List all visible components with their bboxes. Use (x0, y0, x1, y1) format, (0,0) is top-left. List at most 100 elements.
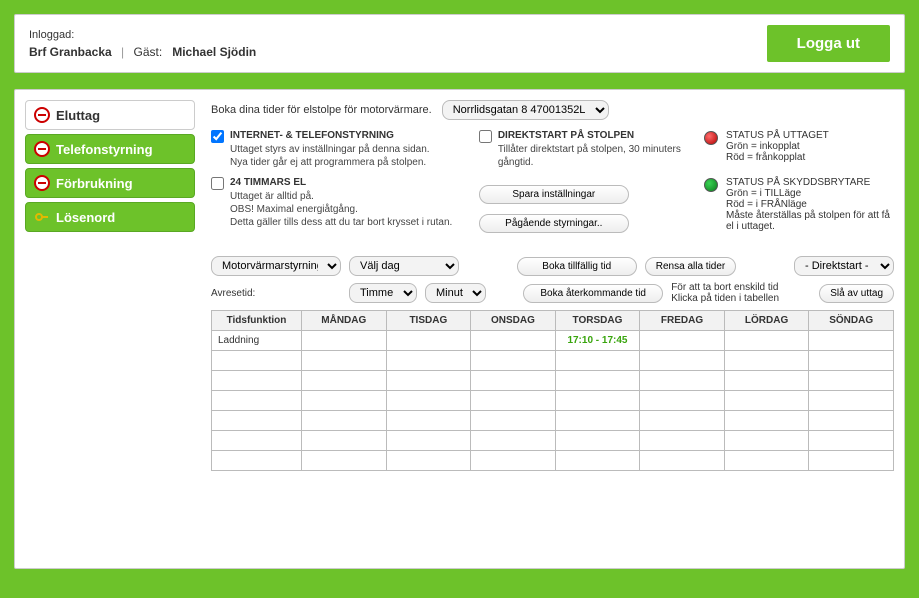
sidebar-item-eluttag[interactable]: Eluttag (25, 100, 195, 130)
book-temp-button[interactable]: Boka tillfällig tid (517, 257, 637, 276)
table-header: TORSDAG (555, 311, 640, 331)
ongoing-button[interactable]: Pågående styrningar.. (479, 214, 629, 233)
schedule-table: TidsfunktionMÅNDAGTISDAGONSDAGTORSDAGFRE… (211, 310, 894, 471)
key-icon (34, 209, 50, 225)
status-outlet-title: STATUS PÅ UTTAGET (726, 130, 829, 141)
save-settings-button[interactable]: Spara inställningar (479, 185, 629, 204)
table-cell (640, 451, 725, 471)
table-cell (724, 391, 809, 411)
table-row (212, 431, 894, 451)
table-cell (302, 331, 387, 351)
table-cell (640, 331, 725, 351)
sidebar: Eluttag Telefonstyrning Förbrukning Löse… (25, 100, 195, 558)
table-cell (302, 351, 387, 371)
table-row (212, 351, 894, 371)
option-direkt-checkbox[interactable] (479, 130, 492, 143)
tenant-name: Brf Granbacka (29, 45, 112, 59)
table-row (212, 371, 894, 391)
table-header: MÅNDAG (302, 311, 387, 331)
table-row (212, 411, 894, 431)
logout-button[interactable]: Logga ut (767, 25, 890, 62)
option-24h-checkbox[interactable] (211, 177, 224, 190)
sidebar-item-losenord[interactable]: Lösenord (25, 202, 195, 232)
header-identity: Brf Granbacka | Gäst: Michael Sjödin (29, 45, 256, 59)
logged-in-label: Inloggad: (29, 29, 256, 41)
table-cell (640, 411, 725, 431)
table-cell-func (212, 411, 302, 431)
table-cell (471, 431, 556, 451)
page-instruction: Boka dina tider för elstolpe för motorvä… (211, 104, 432, 116)
direktstart-select[interactable]: - Direktstart - (794, 256, 894, 276)
status-outlet-icon (704, 131, 718, 145)
table-cell (640, 431, 725, 451)
outlet-icon (34, 175, 50, 191)
status-breaker-line3: Måste återställas på stolpen för att få … (726, 210, 894, 232)
table-cell-func (212, 351, 302, 371)
table-cell (724, 411, 809, 431)
table-cell (724, 431, 809, 451)
table-cell (555, 411, 640, 431)
mode-select[interactable]: Motorvärmarstyrning (211, 256, 341, 276)
table-cell (386, 411, 471, 431)
table-cell (555, 371, 640, 391)
address-select[interactable]: Norrlidsgatan 8 47001352L (442, 100, 609, 120)
minute-select[interactable]: Minut (425, 283, 486, 303)
outlet-icon (34, 141, 50, 157)
option-direkt-title: DIREKTSTART PÅ STOLPEN (498, 130, 692, 141)
table-cell (302, 371, 387, 391)
table-cell (724, 371, 809, 391)
divider-icon: | (121, 45, 124, 59)
table-cell (809, 411, 894, 431)
sidebar-item-label: Eluttag (56, 108, 100, 123)
table-cell[interactable]: 17:10 - 17:45 (555, 331, 640, 351)
table-cell (640, 391, 725, 411)
sidebar-item-label: Lösenord (56, 210, 115, 225)
table-cell (724, 331, 809, 351)
turn-off-button[interactable]: Slå av uttag (819, 284, 894, 303)
table-cell (386, 451, 471, 471)
book-recurring-button[interactable]: Boka återkommande tid (523, 284, 663, 303)
table-cell (809, 351, 894, 371)
table-cell (386, 351, 471, 371)
header-bar: Inloggad: Brf Granbacka | Gäst: Michael … (14, 14, 905, 73)
status-breaker-icon (704, 178, 718, 192)
clear-all-button[interactable]: Rensa alla tider (645, 257, 736, 276)
table-cell (386, 371, 471, 391)
table-cell-func (212, 391, 302, 411)
table-cell (471, 371, 556, 391)
table-cell (555, 431, 640, 451)
day-select[interactable]: Välj dag (349, 256, 459, 276)
status-breaker-line1: Grön = i TILLäge (726, 188, 894, 199)
departure-label: Avresetid: (211, 288, 341, 299)
table-cell (302, 411, 387, 431)
option-internet-desc: Uttaget styrs av inställningar på denna … (230, 143, 430, 169)
table-cell-func (212, 431, 302, 451)
table-cell-func: Laddning (212, 331, 302, 351)
table-cell (302, 431, 387, 451)
status-outlet-line2: Röd = frånkopplat (726, 152, 829, 163)
table-cell (386, 431, 471, 451)
sidebar-item-forbrukning[interactable]: Förbrukning (25, 168, 195, 198)
table-header: LÖRDAG (724, 311, 809, 331)
table-row (212, 451, 894, 471)
table-cell (809, 331, 894, 351)
table-cell (724, 451, 809, 471)
status-breaker-line2: Röd = i FRÅNläge (726, 199, 894, 210)
table-cell (471, 351, 556, 371)
table-cell (471, 331, 556, 351)
option-internet-checkbox[interactable] (211, 130, 224, 143)
hour-select[interactable]: Timme (349, 283, 417, 303)
table-cell (640, 351, 725, 371)
table-cell (555, 451, 640, 471)
sidebar-item-telefonstyrning[interactable]: Telefonstyrning (25, 134, 195, 164)
table-cell-func (212, 451, 302, 471)
table-header: ONSDAG (471, 311, 556, 331)
table-cell (471, 391, 556, 411)
table-cell (724, 351, 809, 371)
table-cell-func (212, 371, 302, 391)
status-outlet-line1: Grön = inkopplat (726, 141, 829, 152)
sidebar-item-label: Telefonstyrning (56, 142, 153, 157)
table-cell (555, 391, 640, 411)
guest-label: Gäst: (134, 45, 163, 59)
option-24h-title: 24 TIMMARS EL (230, 177, 452, 188)
